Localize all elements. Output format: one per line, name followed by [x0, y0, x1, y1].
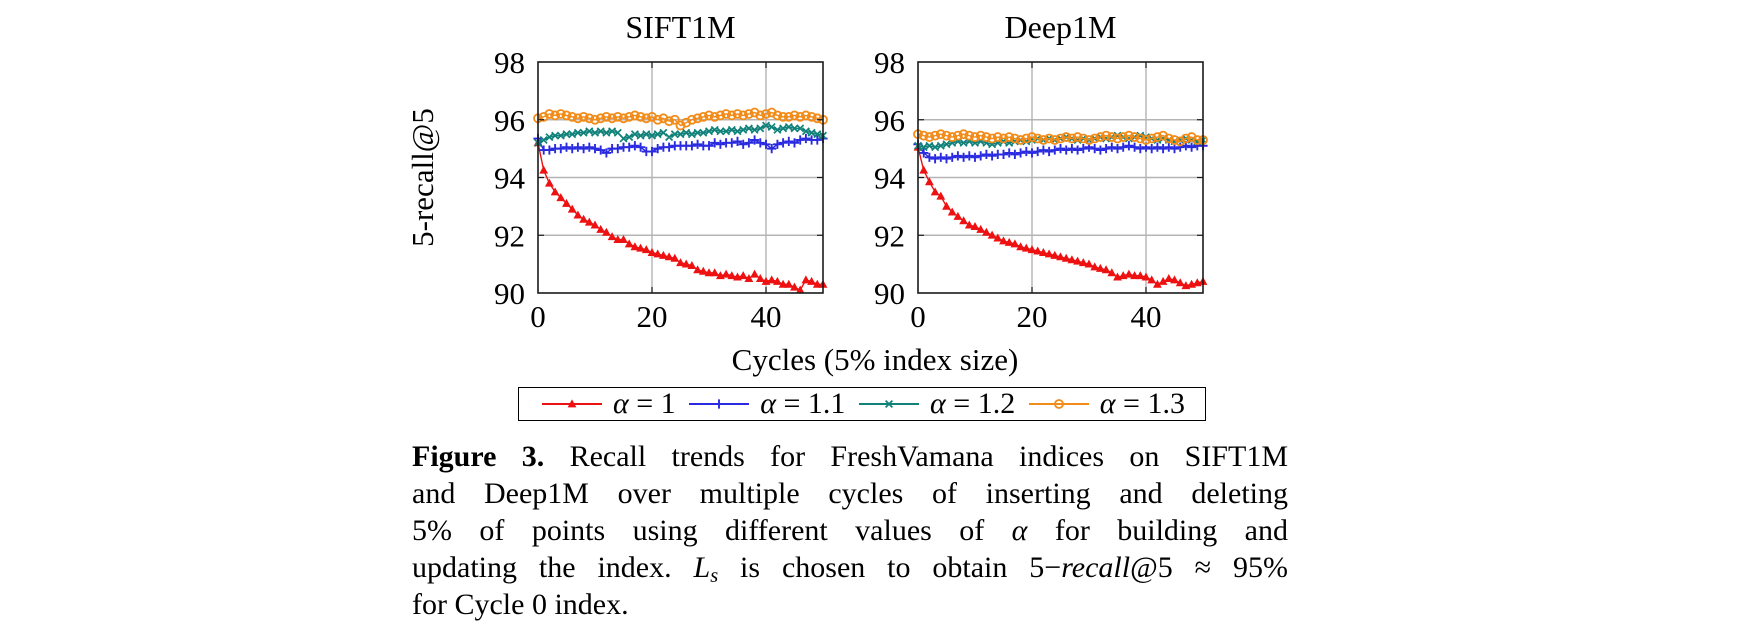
plot-frame: [537, 61, 824, 294]
series-alpha-1: [533, 138, 828, 294]
caption-text: updating the index.: [412, 551, 694, 584]
legend-item-alpha-1.1: α = 1.1: [686, 387, 845, 421]
legend-marker-circle-icon: [1028, 399, 1089, 409]
legend-item-alpha-1.2: α = 1.2: [856, 387, 1015, 421]
caption-figure-label: Figure 3.: [412, 440, 545, 473]
alpha-symbol: α: [1011, 514, 1028, 547]
chart-sift1m: 90 92 94 96 98 0 20 40 SIFT1M 5-recall@5: [405, 9, 828, 334]
x-tick-label: 20: [1017, 299, 1048, 334]
legend-item-alpha-1.3: α = 1.3: [1026, 387, 1185, 421]
caption-line: updating the index. Ls is chosen to obta…: [412, 549, 1288, 586]
Ls-symbol: L: [693, 551, 711, 584]
grid-lines: [918, 62, 1203, 293]
legend-label: α = 1.2: [930, 387, 1016, 420]
series-alpha-1.3: [913, 129, 1208, 147]
caption-line: and Deep1M over multiple cycles of inser…: [412, 477, 1288, 510]
figure-caption: Figure 3. Recall trends for FreshVamana …: [412, 438, 1288, 623]
legend-marker-plus-icon: [689, 399, 750, 409]
series-alpha-1.2: [533, 121, 828, 147]
x-tick-label: 0: [530, 299, 546, 334]
y-tick-label: 96: [874, 103, 905, 138]
chart-title-sift1m: SIFT1M: [625, 9, 735, 45]
series-alpha-1.3: [533, 107, 828, 131]
legend-item-alpha-1: α = 1: [539, 387, 676, 421]
Ls-subscript-text: s: [710, 565, 719, 588]
caption-text: for building and: [1027, 514, 1288, 547]
caption-line: for Cycle 0 index.: [412, 588, 629, 621]
y-tick-label: 98: [874, 45, 905, 80]
y-tick-label: 98: [494, 45, 525, 80]
caption-line: Figure 3. Recall trends for FreshVamana …: [412, 438, 1288, 475]
y-tick-label: 92: [874, 218, 905, 253]
y-tick-label: 90: [874, 276, 905, 311]
chart-title-deep1m: Deep1M: [1005, 9, 1117, 45]
x-tick-label: 40: [751, 299, 782, 334]
caption-text: Recall trends for FreshVamana indices on…: [544, 440, 1288, 473]
series-alpha-1.1: [913, 139, 1208, 164]
caption-text: is chosen to obtain 5−: [718, 551, 1062, 584]
caption-text: @5 ≈ 95%: [1130, 551, 1288, 584]
legend-label: α = 1: [613, 387, 676, 420]
Ls-subscript: s: [710, 565, 718, 587]
x-axis-label: Cycles (5% index size): [731, 342, 1019, 377]
y-tick-label: 96: [494, 103, 525, 138]
y-tick-label: 92: [494, 218, 525, 253]
caption-line: 5% of points using different values of α…: [412, 512, 1288, 549]
legend: α = 1 α = 1.1 α = 1.2 α = 1.3: [518, 387, 1206, 421]
recall-word: recall: [1061, 551, 1131, 584]
y-tick-label: 94: [874, 161, 906, 196]
x-tick-label: 0: [910, 299, 926, 334]
series-alpha-1: [913, 142, 1208, 290]
plot-frame: [917, 61, 1204, 294]
x-tick-label: 40: [1131, 299, 1162, 334]
legend-marker-x-icon: [859, 399, 920, 409]
caption-text: 5% of points using different values of: [412, 514, 1012, 547]
legend-marker-triangle-icon: [542, 399, 602, 408]
x-tick-label: 20: [637, 299, 668, 334]
legend-label: α = 1.1: [760, 387, 846, 420]
y-tick-label: 90: [494, 276, 525, 311]
series-alpha-1.1: [533, 133, 828, 158]
y-axis-label: 5-recall@5: [405, 108, 440, 247]
chart-deep1m: 90 92 94 96 98 0 20 40 Deep1M: [874, 9, 1208, 334]
y-tick-label: 94: [494, 161, 526, 196]
legend-label: α = 1.3: [1099, 387, 1185, 420]
